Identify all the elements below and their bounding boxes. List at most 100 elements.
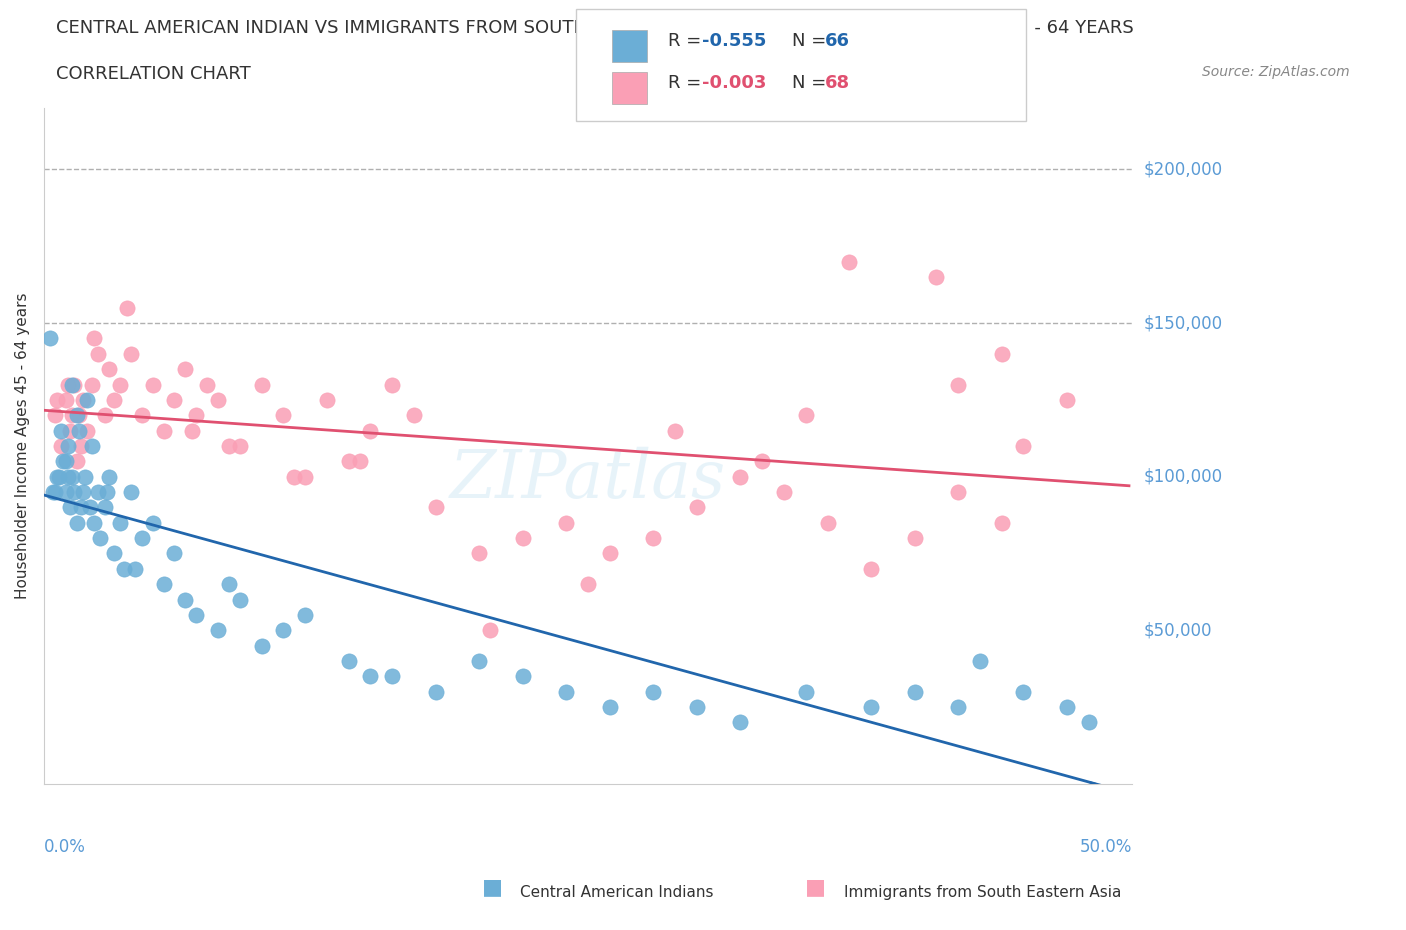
Point (59, 423, 82, 438)
Point (63, 485, 86, 499)
Point (664, 423, 686, 438)
Point (1012, 439, 1035, 454)
Text: 50.0%: 50.0% (1080, 838, 1132, 856)
Point (55, 392, 77, 407)
Point (686, 500, 709, 515)
Point (512, 669, 534, 684)
Point (59, 500, 82, 515)
Point (218, 439, 240, 454)
Text: $150,000: $150,000 (1143, 314, 1222, 332)
Point (294, 470, 316, 485)
Point (65, 407, 87, 422)
Text: R =: R = (668, 74, 707, 92)
Point (903, 684, 925, 699)
Point (98, 470, 121, 485)
Point (115, 300, 138, 315)
Point (903, 531, 925, 546)
Point (860, 699, 883, 714)
Point (273, 407, 295, 422)
Point (76, 392, 98, 407)
Point (79, 500, 101, 515)
Point (229, 439, 252, 454)
Point (1056, 392, 1078, 407)
Text: ■: ■ (482, 877, 502, 897)
Point (96, 485, 118, 499)
Point (46, 470, 69, 485)
Point (60, 377, 83, 392)
Point (969, 654, 991, 669)
Text: $50,000: $50,000 (1143, 621, 1212, 639)
Point (75, 470, 97, 485)
Point (152, 423, 174, 438)
Point (250, 638, 273, 653)
Point (56, 439, 79, 454)
Point (51, 423, 73, 438)
Point (87, 485, 110, 499)
Point (174, 362, 197, 377)
Point (76, 423, 98, 438)
Point (283, 470, 305, 485)
Point (337, 454, 360, 469)
Point (152, 577, 174, 591)
Point (402, 407, 425, 422)
Point (359, 423, 381, 438)
Text: Immigrants from South Eastern Asia: Immigrants from South Eastern Asia (844, 885, 1121, 900)
Point (359, 669, 381, 684)
Text: $200,000: $200,000 (1143, 161, 1222, 179)
Point (195, 377, 218, 392)
Point (337, 654, 360, 669)
Point (63, 377, 86, 392)
Point (990, 515, 1012, 530)
Text: CENTRAL AMERICAN INDIAN VS IMMIGRANTS FROM SOUTH EASTERN ASIA HOUSEHOLDER INCOME: CENTRAL AMERICAN INDIAN VS IMMIGRANTS FR… (56, 19, 1135, 36)
Point (94, 407, 117, 422)
Point (1012, 684, 1035, 699)
Text: N =: N = (792, 33, 831, 50)
Point (207, 392, 229, 407)
Point (65, 454, 87, 469)
Point (174, 592, 197, 607)
Point (186, 607, 208, 622)
Point (555, 515, 578, 530)
Text: 0.0%: 0.0% (44, 838, 86, 856)
Point (218, 577, 240, 591)
Point (70, 439, 93, 454)
Point (120, 346, 142, 361)
Text: CORRELATION CHART: CORRELATION CHART (56, 65, 252, 83)
Point (512, 531, 534, 546)
Point (46, 392, 69, 407)
Point (65, 515, 87, 530)
Point (55, 485, 77, 499)
Point (44, 485, 66, 499)
Point (112, 562, 135, 577)
Point (67, 407, 90, 422)
Point (94, 500, 117, 515)
Point (425, 684, 447, 699)
Point (60, 407, 83, 422)
Text: 68: 68 (825, 74, 851, 92)
Point (163, 546, 186, 561)
Point (381, 377, 404, 392)
Point (1077, 715, 1099, 730)
Point (56, 377, 79, 392)
Point (425, 500, 447, 515)
Point (131, 407, 153, 422)
Point (124, 562, 146, 577)
Point (80, 377, 103, 392)
Point (131, 531, 153, 546)
Point (730, 470, 752, 485)
Point (925, 270, 948, 285)
Point (41, 485, 63, 499)
Point (643, 684, 665, 699)
Text: Source: ZipAtlas.com: Source: ZipAtlas.com (1202, 65, 1350, 79)
Point (83, 515, 105, 530)
Point (946, 699, 969, 714)
Text: -0.003: -0.003 (702, 74, 766, 92)
Point (838, 254, 860, 269)
Point (163, 392, 186, 407)
Point (794, 684, 817, 699)
Point (103, 392, 125, 407)
Point (51, 439, 73, 454)
Point (751, 454, 773, 469)
Point (52, 454, 75, 469)
Point (479, 623, 502, 638)
